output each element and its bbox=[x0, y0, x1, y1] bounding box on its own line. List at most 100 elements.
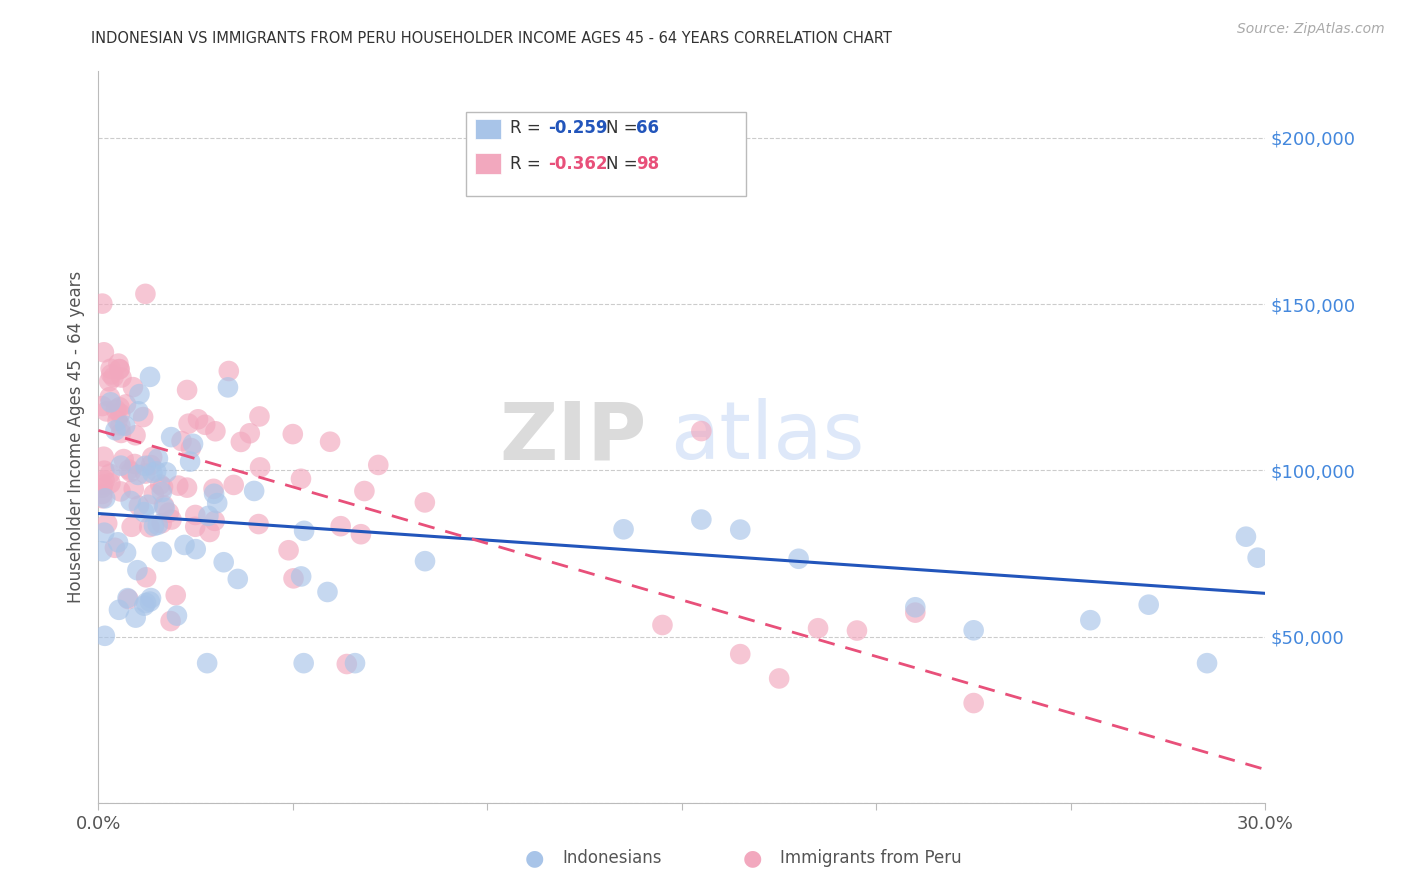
Point bbox=[108, 401, 131, 415]
Point bbox=[139, 458, 162, 472]
Point bbox=[1080, 613, 1102, 627]
Point bbox=[107, 414, 129, 428]
Point bbox=[194, 417, 217, 432]
Point bbox=[613, 522, 636, 536]
Text: Indonesians: Indonesians bbox=[562, 849, 662, 867]
Point bbox=[218, 364, 240, 378]
Point bbox=[120, 465, 142, 479]
Text: ●: ● bbox=[524, 848, 544, 868]
Point bbox=[413, 495, 436, 509]
Point bbox=[166, 608, 188, 623]
Point bbox=[146, 451, 169, 466]
Point bbox=[134, 467, 156, 481]
Point bbox=[226, 572, 249, 586]
Point bbox=[846, 624, 869, 638]
Point bbox=[103, 370, 125, 384]
Point bbox=[160, 512, 183, 526]
Point bbox=[249, 409, 271, 424]
Point bbox=[730, 523, 752, 537]
Point bbox=[249, 460, 271, 475]
Point bbox=[180, 441, 202, 455]
Point bbox=[100, 476, 122, 491]
Point bbox=[768, 672, 790, 686]
Point bbox=[91, 477, 114, 491]
Point bbox=[173, 538, 195, 552]
Point bbox=[96, 516, 118, 531]
Point bbox=[135, 596, 157, 610]
Point bbox=[141, 466, 163, 480]
Point bbox=[150, 485, 173, 500]
Point bbox=[690, 512, 713, 526]
Point bbox=[787, 551, 810, 566]
Text: 66: 66 bbox=[637, 119, 659, 136]
Point bbox=[290, 472, 312, 486]
Point bbox=[904, 606, 927, 620]
Text: Immigrants from Peru: Immigrants from Peru bbox=[780, 849, 962, 867]
Point bbox=[198, 524, 221, 539]
Point bbox=[165, 588, 187, 602]
Point bbox=[91, 481, 114, 495]
Point bbox=[350, 527, 373, 541]
Point bbox=[176, 481, 198, 495]
Point bbox=[138, 520, 160, 534]
Text: N =: N = bbox=[606, 119, 643, 136]
Point bbox=[184, 542, 207, 557]
Point bbox=[155, 466, 177, 480]
Point bbox=[127, 404, 149, 418]
Point bbox=[115, 397, 138, 411]
Point bbox=[108, 362, 131, 376]
Point bbox=[167, 478, 190, 492]
Point bbox=[153, 499, 176, 513]
Point bbox=[229, 434, 252, 449]
Point bbox=[91, 487, 114, 501]
Point bbox=[141, 450, 163, 465]
Point bbox=[176, 383, 198, 397]
Point bbox=[135, 570, 157, 584]
Point bbox=[142, 487, 165, 501]
Point bbox=[292, 656, 315, 670]
Point bbox=[202, 482, 225, 496]
Point bbox=[807, 621, 830, 635]
Point bbox=[110, 418, 132, 433]
Point bbox=[247, 517, 270, 532]
Point bbox=[100, 395, 122, 409]
Point bbox=[205, 496, 228, 510]
Point bbox=[277, 543, 299, 558]
Point bbox=[204, 514, 226, 528]
Point bbox=[127, 467, 149, 482]
Point bbox=[336, 657, 359, 671]
Point bbox=[353, 483, 375, 498]
Point bbox=[104, 423, 127, 437]
Point bbox=[160, 430, 183, 444]
Point bbox=[98, 375, 121, 389]
FancyBboxPatch shape bbox=[475, 119, 501, 139]
Point bbox=[177, 417, 200, 431]
Point bbox=[114, 418, 136, 433]
Point bbox=[91, 296, 114, 310]
Point bbox=[170, 434, 193, 448]
Point bbox=[413, 554, 436, 568]
Point bbox=[142, 519, 165, 533]
Text: atlas: atlas bbox=[671, 398, 865, 476]
Text: N =: N = bbox=[606, 155, 643, 173]
Point bbox=[108, 603, 131, 617]
Text: 98: 98 bbox=[637, 155, 659, 173]
Point bbox=[93, 345, 115, 359]
Point bbox=[962, 696, 984, 710]
Point bbox=[222, 478, 245, 492]
Text: R =: R = bbox=[510, 155, 547, 173]
Point bbox=[112, 452, 135, 467]
Point bbox=[152, 480, 174, 494]
Text: INDONESIAN VS IMMIGRANTS FROM PERU HOUSEHOLDER INCOME AGES 45 - 64 YEARS CORRELA: INDONESIAN VS IMMIGRANTS FROM PERU HOUSE… bbox=[91, 31, 893, 46]
Point bbox=[122, 380, 145, 394]
Point bbox=[108, 362, 131, 376]
Text: Source: ZipAtlas.com: Source: ZipAtlas.com bbox=[1237, 22, 1385, 37]
Point bbox=[1137, 598, 1160, 612]
Point bbox=[136, 498, 159, 512]
Point bbox=[146, 517, 169, 532]
Point bbox=[157, 506, 180, 520]
Point bbox=[94, 629, 117, 643]
Point bbox=[132, 505, 155, 519]
Text: ZIP: ZIP bbox=[499, 398, 647, 476]
Point bbox=[149, 477, 172, 491]
